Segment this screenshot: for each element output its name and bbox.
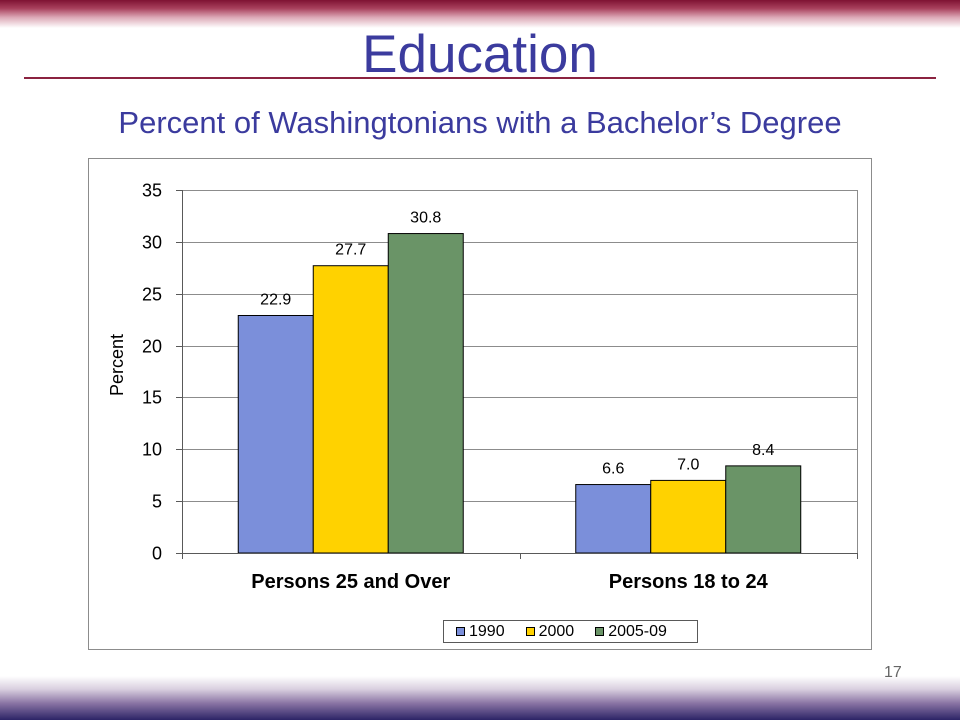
data-label-2005-09-1: 30.8 [410, 210, 441, 227]
y-tick-label-20: 20 [142, 337, 162, 357]
bar-2005-09-1 [387, 233, 464, 554]
title-rule [24, 77, 936, 79]
axis-layer [176, 190, 858, 559]
legend-swatch-2000 [525, 627, 535, 636]
legend: 1990 2000 2005-09 [443, 620, 698, 643]
category-label-1: Persons 25 and Over [251, 571, 450, 593]
legend-label-1990: 1990 [469, 622, 505, 640]
legend-item-2000: 2000 [525, 622, 575, 641]
data-label-1990-1: 22.9 [260, 291, 291, 308]
slide-subtitle: Percent of Washingtonians with a Bachelo… [118, 105, 842, 140]
y-tick-label-35: 35 [142, 181, 162, 201]
bar-2005-09-2 [725, 465, 802, 554]
legend-swatch-2005-09 [595, 627, 605, 636]
y-tick-label-0: 0 [152, 544, 162, 564]
bar-layer [237, 233, 802, 554]
legend-label-2005-09: 2005-09 [608, 622, 667, 640]
bottom-gradient-band [0, 676, 960, 720]
top-gradient-band [0, 0, 960, 28]
data-label-2005-09-2: 8.4 [752, 442, 774, 459]
legend-item-1990: 1990 [456, 623, 505, 641]
legend-label-2000: 2000 [538, 622, 575, 640]
category-label-2: Persons 18 to 24 [609, 571, 769, 593]
chart-box: Percent 0 5 10 15 20 25 30 35 22.9 6.6 27.7 7.0 30.8… [88, 158, 872, 650]
data-label-2000-2: 7.0 [677, 456, 699, 473]
data-label-1990-2: 6.6 [602, 461, 624, 478]
y-tick-label-15: 15 [142, 388, 162, 408]
bar-1990-2 [575, 484, 652, 554]
bar-2000-2 [650, 479, 727, 554]
slide-title: Education [362, 25, 598, 84]
y-tick-label-30: 30 [142, 233, 162, 253]
y-tick-label-5: 5 [152, 492, 162, 512]
y-axis-label: Percent [107, 334, 127, 396]
y-tick-label-25: 25 [142, 285, 162, 305]
legend-item-2005-09: 2005-09 [595, 623, 667, 641]
bar-chart: Percent 0 5 10 15 20 25 30 35 22.9 6.6 27.7 7.0 30.8… [107, 181, 858, 594]
y-tick-label-10: 10 [142, 440, 162, 460]
bar-2000-1 [312, 265, 389, 554]
page-number: 17 [884, 664, 902, 681]
data-label-2000-1: 27.7 [335, 242, 366, 259]
bar-1990-1 [237, 314, 314, 554]
legend-swatch-1990 [456, 627, 465, 636]
label-layer: Percent 0 5 10 15 20 25 30 35 22.9 6.6 27.7 7.0 30.8… [107, 181, 774, 594]
